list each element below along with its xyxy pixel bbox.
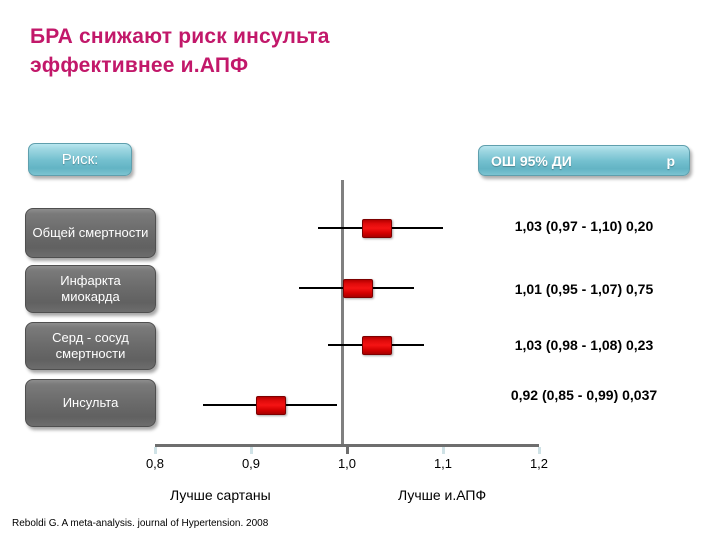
confidence-interval-cardiovascular-mortality (327, 344, 424, 346)
row-label-total-mortality: Общей смертности (25, 208, 156, 258)
stat-value-total-mortality: 1,03 (0,97 - 1,10) 0,20 (514, 218, 654, 234)
axis-tick-1-2 (538, 447, 541, 454)
axis-tick-1 (346, 447, 349, 454)
page-title-line-2: эффективнее и.АПФ (30, 54, 249, 77)
confidence-interval-stroke (203, 404, 338, 406)
stat-value-stroke: 0,92 (0,85 - 0,99) 0,037 (510, 387, 658, 403)
risk-header-label: Риск: (61, 151, 99, 168)
axis-tick-label-1: 1,0 (337, 456, 357, 471)
row-label-text: Инсульта (62, 395, 119, 410)
stats-header-label: ОШ 95% ДИ (491, 152, 572, 169)
axis-tick-0-9 (250, 447, 253, 454)
row-label-myocardial-infarction: Инфаркта миокарда (25, 265, 156, 313)
citation-reference: Reboldi G. A meta-analysis. journal of H… (12, 518, 269, 529)
confidence-interval-total-mortality (318, 227, 443, 229)
axis-tick-label-1-2: 1,2 (529, 456, 549, 471)
row-label-text: Инфаркта миокарда (60, 273, 121, 304)
p-value-header-label: p (666, 152, 675, 169)
row-label-text: Общей смертности (32, 225, 149, 240)
point-estimate-cardiovascular-mortality (361, 336, 392, 355)
point-estimate-myocardial-infarction (342, 279, 373, 298)
group-label-favors-arb: Лучше сартаны (170, 487, 271, 503)
axis-tick-1-1 (442, 447, 445, 454)
point-estimate-stroke (256, 396, 287, 415)
row-label-text: Серд - сосуд смертности (52, 330, 129, 361)
page-title-line-1: БРА снижают риск инсульта (30, 25, 330, 48)
stat-value-myocardial-infarction: 1,01 (0,95 - 1,07) 0,75 (514, 281, 654, 297)
reference-line-no-effect (341, 180, 344, 446)
group-label-favors-acei: Лучше и.АПФ (398, 487, 487, 503)
axis-tick-0-8 (154, 447, 157, 454)
axis-tick-label-0-9: 0,9 (241, 456, 261, 471)
axis-tick-label-1-1: 1,1 (433, 456, 453, 471)
risk-header-pill: Риск: (28, 143, 132, 176)
point-estimate-total-mortality (361, 219, 392, 238)
page-title: БРА снижают риск инсульта эффективнее и.… (30, 22, 530, 80)
stats-header-pill: ОШ 95% ДИ p (478, 145, 690, 176)
x-axis-line (155, 444, 539, 447)
row-label-stroke: Инсульта (25, 379, 156, 427)
axis-tick-label-0-8: 0,8 (145, 456, 165, 471)
confidence-interval-myocardial-infarction (299, 287, 415, 289)
row-label-cardiovascular-mortality: Серд - сосуд смертности (25, 322, 156, 370)
stat-value-cardiovascular-mortality: 1,03 (0,98 - 1,08) 0,23 (514, 337, 654, 353)
